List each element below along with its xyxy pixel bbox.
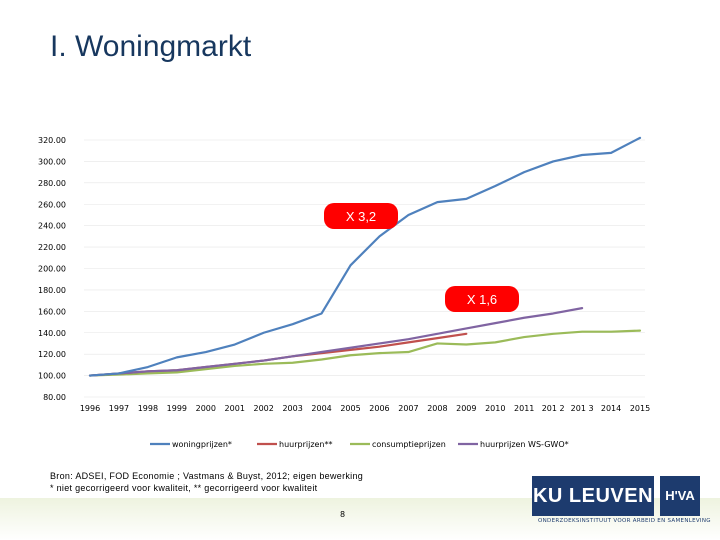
x-tick-label: 2002 [254, 404, 274, 413]
legend-item: consumptieprijzen [350, 440, 446, 449]
callout-label-2: X 1,6 [467, 292, 497, 307]
x-tick-label: 2014 [601, 404, 621, 413]
y-tick-label: 200.00 [38, 265, 66, 274]
x-tick-label: 2015 [630, 404, 650, 413]
y-tick-label: 100.00 [38, 372, 66, 381]
x-tick-label: 2004 [311, 404, 331, 413]
x-tick-label: 1996 [80, 404, 100, 413]
y-axis: 80.00 100.00 120.00 140.00 160.00 180.00 200.0… [38, 136, 66, 402]
y-tick-label: 120.00 [38, 350, 66, 359]
source-note: Bron: ADSEI, FOD Economie ; Vastmans & B… [50, 470, 363, 494]
x-tick-label: 2003 [282, 404, 302, 413]
series-line-consumptieprijzen [88, 329, 642, 377]
x-tick-label: 1998 [138, 404, 158, 413]
chart-gridlines [84, 139, 645, 398]
y-tick-label: 240.00 [38, 222, 66, 231]
x-tick-label: 2009 [456, 404, 476, 413]
x-axis: 1996 1997 1998 1999 2000 2001 2002 2003 2004 2005… [80, 404, 650, 413]
x-tick-label: 2001 [225, 404, 245, 413]
y-tick-label: 160.00 [38, 307, 66, 316]
legend-label: woningprijzen* [172, 440, 232, 449]
callout-bubble-1 [324, 203, 398, 229]
x-tick-label: 2000 [196, 404, 216, 413]
legend-label: consumptieprijzen [372, 440, 446, 449]
logo-tagline: ONDERZOEKSINSTITUUT VOOR ARBEID EN SAMEN… [538, 518, 711, 524]
chart-legend: woningprijzen* huurprijzen** consumptiepri… [150, 440, 569, 449]
source-line-1: Bron: ADSEI, FOD Economie ; Vastmans & B… [50, 471, 364, 481]
line-chart: 80.00 100.00 120.00 140.00 160.00 180.00 200.0… [38, 136, 650, 449]
x-tick-label: 2006 [369, 404, 389, 413]
source-line-2: * niet gecorrigeerd voor kwaliteit, ** g… [50, 483, 318, 493]
chart-annotations: X 3,2 X 1,6 [324, 203, 519, 312]
x-tick-label: 201 3 [571, 404, 594, 413]
y-tick-label: 280.00 [38, 179, 66, 188]
x-tick-label: 2010 [485, 404, 505, 413]
page-number: 8 [340, 510, 346, 519]
chart-series [88, 136, 642, 377]
callout-huurprijzen: X 1,6 [445, 286, 519, 312]
callout-bubble-2 [445, 286, 519, 312]
x-tick-label: 1997 [109, 404, 129, 413]
callout-label-1: X 3,2 [346, 209, 376, 224]
legend-label: huurprijzen** [279, 440, 333, 449]
ku-leuven-logo: KU LEUVEN [532, 476, 654, 516]
x-tick-label: 2008 [427, 404, 447, 413]
hiva-logo: H'VA [660, 476, 700, 516]
callout-woningprijzen: X 3,2 [324, 203, 398, 229]
y-tick-label: 80.00 [43, 393, 66, 402]
x-tick-label: 2011 [514, 404, 534, 413]
series-line-huurprijzen-- [88, 332, 468, 377]
legend-item: huurprijzen** [257, 440, 333, 449]
x-tick-label: 1999 [167, 404, 187, 413]
y-tick-label: 180.00 [38, 286, 66, 295]
y-tick-label: 140.00 [38, 329, 66, 338]
slide-title: I. Woningmarkt [50, 30, 252, 63]
y-tick-label: 260.00 [38, 200, 66, 209]
series-line-woningprijzen- [88, 136, 642, 377]
x-tick-label: 2005 [340, 404, 360, 413]
x-tick-label: 201 2 [542, 404, 565, 413]
y-tick-label: 220.00 [38, 243, 66, 252]
y-tick-label: 320.00 [38, 136, 66, 145]
legend-item: huurprijzen WS-GWO* [458, 440, 569, 449]
x-tick-label: 2007 [398, 404, 418, 413]
series-line-huurprijzen-ws-gwo- [88, 307, 584, 377]
legend-item: woningprijzen* [150, 440, 232, 449]
y-tick-label: 300.00 [38, 157, 66, 166]
legend-label: huurprijzen WS-GWO* [480, 440, 569, 449]
